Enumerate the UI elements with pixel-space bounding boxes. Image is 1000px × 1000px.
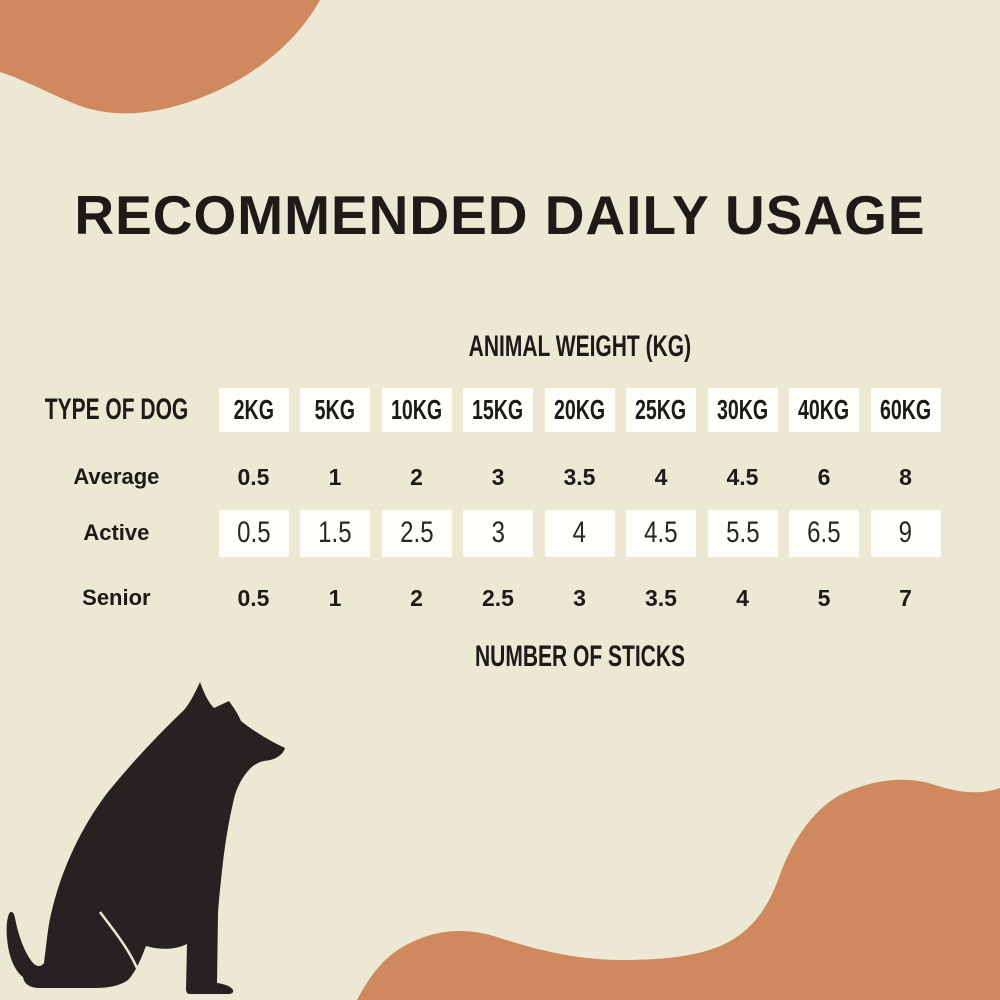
usage-value-cell: 0.5	[237, 584, 270, 611]
usage-value-cell: 6	[817, 463, 831, 490]
row-label-cell: Average	[73, 464, 160, 489]
value-axis-label: NUMBER OF STICKS	[280, 640, 880, 674]
weight-header-cell: 40KG	[783, 386, 865, 434]
column-axis-label: ANIMAL WEIGHT (KG)	[280, 330, 880, 364]
usage-value-cell: 7	[899, 584, 912, 611]
weight-box: 5KG	[300, 388, 370, 432]
weight-header-cell: 60KG	[865, 386, 947, 434]
weight-box: 10KG	[381, 388, 452, 432]
usage-value-cell: 4.5	[620, 508, 702, 558]
weight-box: 25KG	[626, 388, 696, 432]
weight-box: 60KG	[870, 388, 941, 432]
blob-bottom-right	[357, 779, 1000, 1000]
row-header-label: TYPE OF DOG	[44, 393, 189, 426]
usage-value-cell: 3	[491, 463, 505, 490]
table-row-active: Active 0.5 1.5 2.5 3 4 4.5 5.5 6.5 9	[20, 508, 946, 558]
dog-haunch-line	[99, 911, 142, 976]
value-box: 4.5	[626, 509, 696, 557]
page-title: RECOMMENDED DAILY USAGE	[74, 184, 926, 246]
weight-box: 30KG	[707, 388, 778, 432]
dog-icon	[6, 682, 286, 994]
usage-value-cell: 5.5	[702, 508, 784, 558]
usage-value-cell: 2	[410, 463, 423, 490]
value-box: 0.5	[218, 509, 289, 557]
usage-value-cell: 1.5	[294, 508, 376, 558]
row-label-cell: Active	[83, 520, 150, 545]
value-axis-label-text: NUMBER OF STICKS	[475, 640, 685, 673]
table-row-senior: Senior 0.5 1 2 2.5 3 3.5 4 5 7	[20, 574, 946, 622]
usage-value-cell: 2.5	[482, 584, 514, 611]
usage-value-cell: 3	[573, 584, 586, 611]
weight-header-cell: 25KG	[620, 386, 702, 434]
weight-box: 2KG	[218, 388, 289, 432]
usage-value-cell: 0.5	[237, 463, 270, 490]
usage-value-cell: 9	[865, 508, 947, 558]
value-box: 4	[544, 509, 615, 557]
usage-value-cell: 0.5	[213, 508, 295, 558]
value-box: 3	[463, 509, 533, 557]
usage-value-cell: 4.5	[726, 463, 759, 490]
weight-header-cell: 10KG	[376, 386, 458, 434]
usage-value-cell: 3.5	[563, 463, 596, 490]
weight-header-cell: 2KG	[213, 386, 295, 434]
usage-value-cell: 5	[817, 584, 831, 611]
usage-value-cell: 4	[539, 508, 621, 558]
weight-header-row: TYPE OF DOG 2KG 5KG 10KG 15KG 20KG 25KG …	[20, 386, 946, 434]
value-box: 9	[870, 509, 941, 557]
usage-value-cell: 2	[410, 584, 423, 611]
usage-value-cell: 6.5	[783, 508, 865, 558]
value-box: 2.5	[381, 509, 452, 557]
usage-value-cell: 4	[654, 463, 668, 490]
weight-box: 40KG	[789, 388, 859, 432]
usage-value-cell: 1	[328, 463, 342, 490]
weight-box: 20KG	[544, 388, 615, 432]
usage-value-cell: 3.5	[645, 584, 677, 611]
usage-value-cell: 3	[457, 508, 539, 558]
weight-header-cell: 20KG	[539, 386, 621, 434]
weight-header-cell: 15KG	[457, 386, 539, 434]
row-label-cell: Senior	[82, 585, 151, 610]
table-row-average: Average 0.5 1 2 3 3.5 4 4.5 6 8	[20, 453, 946, 501]
usage-value-cell: 1	[328, 584, 342, 611]
value-box: 5.5	[707, 509, 778, 557]
weight-header-cell: 5KG	[294, 386, 376, 434]
usage-value-cell: 8	[899, 463, 912, 490]
usage-value-cell: 2.5	[376, 508, 458, 558]
value-box: 1.5	[300, 509, 370, 557]
weight-header-cell: 30KG	[702, 386, 784, 434]
blob-top-left	[0, 0, 320, 114]
value-box: 6.5	[789, 509, 859, 557]
column-axis-label-text: ANIMAL WEIGHT (KG)	[468, 330, 692, 363]
weight-box: 15KG	[463, 388, 533, 432]
usage-value-cell: 4	[736, 584, 749, 611]
